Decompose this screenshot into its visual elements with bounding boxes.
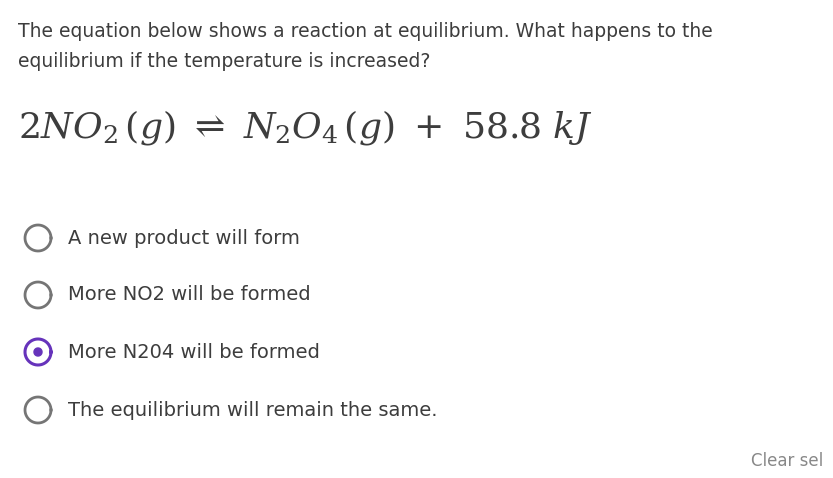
Text: A new product will form: A new product will form: [68, 228, 300, 248]
Text: The equation below shows a reaction at equilibrium. What happens to the: The equation below shows a reaction at e…: [18, 22, 713, 41]
Text: More N204 will be formed: More N204 will be formed: [68, 343, 320, 361]
Polygon shape: [34, 348, 42, 356]
Text: Clear sel: Clear sel: [751, 452, 823, 470]
Text: $\mathit{2NO_2\,(g)\ \rightleftharpoons\ N_2O_4\,(g)\ +\ 58.8\ kJ}$: $\mathit{2NO_2\,(g)\ \rightleftharpoons\…: [18, 108, 593, 147]
Text: More NO2 will be formed: More NO2 will be formed: [68, 285, 311, 304]
Text: The equilibrium will remain the same.: The equilibrium will remain the same.: [68, 401, 437, 420]
Text: equilibrium if the temperature is increased?: equilibrium if the temperature is increa…: [18, 52, 431, 71]
